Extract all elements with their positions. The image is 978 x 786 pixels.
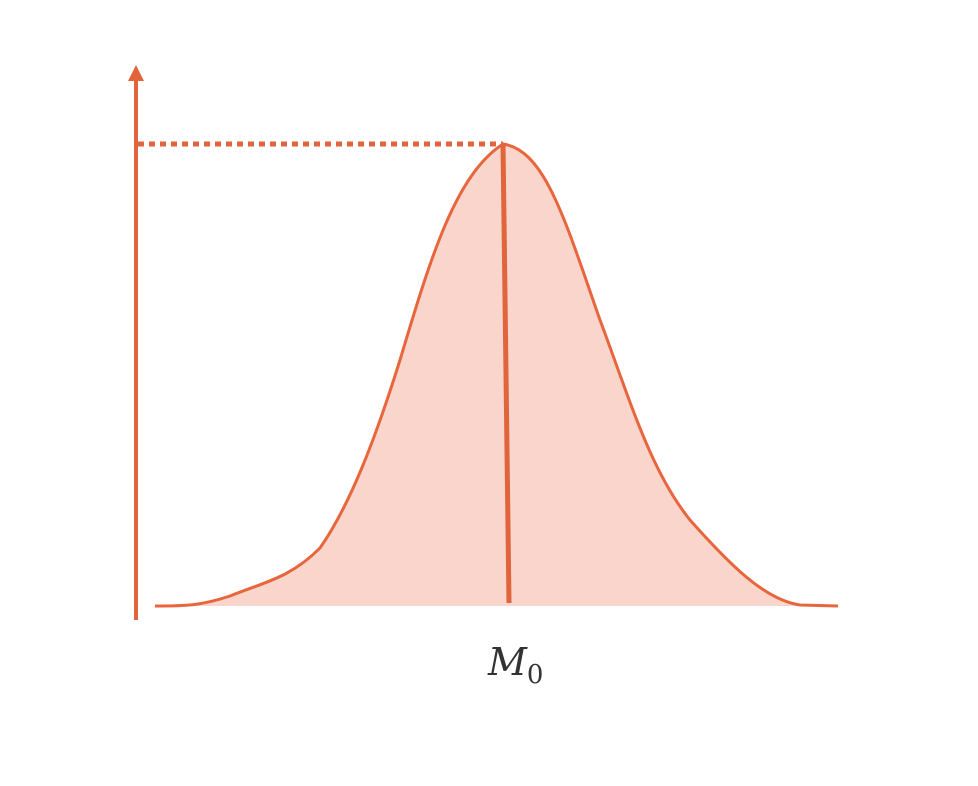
y-axis-arrowhead <box>128 65 144 81</box>
mode-symbol: M <box>488 640 527 684</box>
distribution-curve <box>154 142 839 608</box>
mode-line <box>500 143 512 604</box>
mode-subscript: 0 <box>526 660 544 690</box>
mode-label: M0 <box>488 640 543 690</box>
distribution-area <box>155 144 838 606</box>
